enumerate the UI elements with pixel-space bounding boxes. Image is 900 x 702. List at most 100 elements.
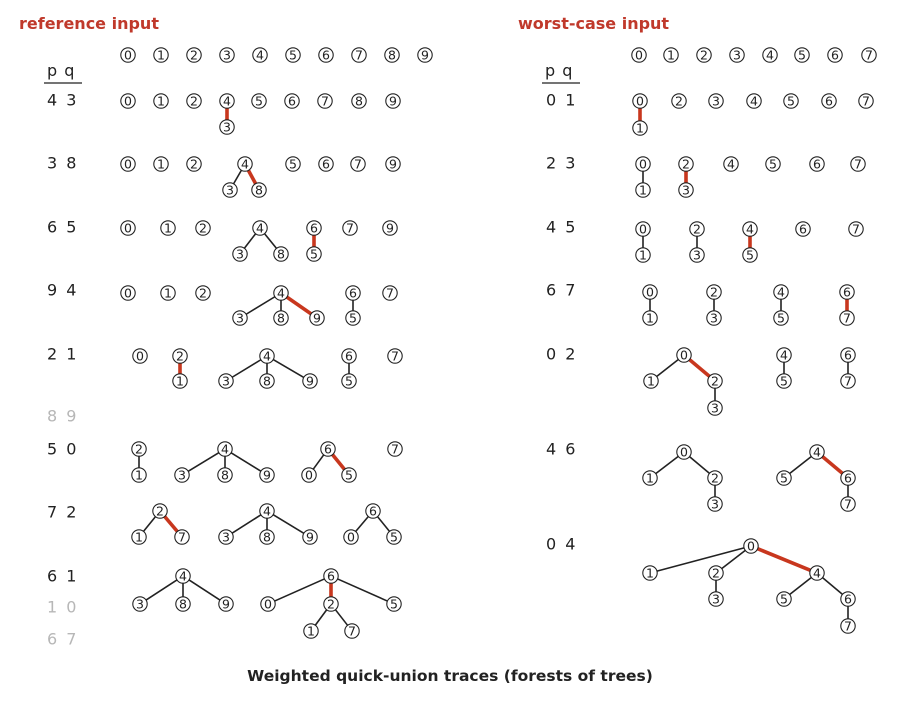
- node-label: 5: [255, 93, 263, 108]
- union-find-node: 8: [251, 182, 267, 198]
- node-circle: [120, 93, 136, 109]
- node-circle: [840, 496, 856, 512]
- node-label: 1: [135, 467, 143, 482]
- node-label: 5: [390, 529, 398, 544]
- union-find-node: 7: [174, 529, 190, 545]
- union-find-node: 3: [232, 310, 248, 326]
- node-circle: [259, 348, 275, 364]
- node-circle: [259, 373, 275, 389]
- node-circle: [260, 596, 276, 612]
- pq-pair-label: 4 5: [546, 218, 577, 237]
- node-label: 3: [712, 93, 720, 108]
- node-label: 0: [264, 596, 272, 611]
- node-label: 3: [136, 596, 144, 611]
- node-label: 5: [798, 47, 806, 62]
- node-label: 0: [639, 156, 647, 171]
- tree-edge: [231, 359, 262, 378]
- node-label: 1: [639, 247, 647, 262]
- union-find-node: 9: [382, 220, 398, 236]
- tree-edge: [822, 577, 843, 595]
- node-label: 0: [680, 347, 688, 362]
- node-circle: [635, 156, 651, 172]
- union-find-node: 7: [382, 285, 398, 301]
- node-circle: [186, 47, 202, 63]
- union-find-node: 0: [120, 93, 136, 109]
- node-label: 6: [327, 568, 335, 583]
- node-circle: [120, 156, 136, 172]
- node-label: 9: [389, 93, 397, 108]
- node-circle: [174, 467, 190, 483]
- node-circle: [861, 47, 877, 63]
- tree-edge: [232, 169, 243, 185]
- node-label: 3: [223, 47, 231, 62]
- union-find-node: 7: [344, 623, 360, 639]
- union-find-node: 3: [708, 591, 724, 607]
- union-find-node: 0: [120, 156, 136, 172]
- node-circle: [643, 373, 659, 389]
- union-find-node: 1: [642, 565, 658, 581]
- union-find-node: 1: [663, 47, 679, 63]
- node-circle: [174, 529, 190, 545]
- pq-pair-label: 0 4: [546, 535, 577, 554]
- node-label: 1: [667, 47, 675, 62]
- union-find-node: 4: [762, 47, 778, 63]
- node-circle: [345, 310, 361, 326]
- node-label: 6: [349, 285, 357, 300]
- union-find-node: 3: [707, 496, 723, 512]
- node-label: 6: [844, 591, 852, 606]
- node-label: 7: [391, 348, 399, 363]
- node-circle: [742, 221, 758, 237]
- union-find-node: 2: [671, 93, 687, 109]
- union-find-node: 2: [186, 93, 202, 109]
- union-find-node: 2: [152, 503, 168, 519]
- node-label: 3: [693, 247, 701, 262]
- union-find-node: 8: [259, 373, 275, 389]
- union-find-node: 7: [848, 221, 864, 237]
- union-find-node: 1: [153, 93, 169, 109]
- union-find-node: 2: [678, 156, 694, 172]
- node-circle: [320, 441, 336, 457]
- union-find-node: 5: [776, 591, 792, 607]
- node-label: 5: [780, 470, 788, 485]
- node-circle: [707, 470, 723, 486]
- node-label: 4: [766, 47, 774, 62]
- node-label: 7: [865, 47, 873, 62]
- union-find-node: 3: [232, 246, 248, 262]
- node-label: 5: [769, 156, 777, 171]
- union-find-node: 1: [642, 470, 658, 486]
- node-label: 9: [313, 310, 321, 325]
- node-label: 1: [157, 47, 165, 62]
- node-circle: [840, 591, 856, 607]
- node-label: 2: [682, 156, 690, 171]
- tree-edge: [312, 454, 325, 470]
- node-circle: [341, 348, 357, 364]
- union-find-node: 4: [773, 284, 789, 300]
- node-label: 3: [682, 182, 690, 197]
- node-label: 3: [236, 310, 244, 325]
- node-circle: [350, 156, 366, 172]
- node-circle: [742, 247, 758, 263]
- union-find-node: 7: [387, 441, 403, 457]
- union-find-node: 9: [218, 596, 234, 612]
- node-label: 4: [750, 93, 758, 108]
- node-circle: [343, 529, 359, 545]
- union-find-node: 5: [345, 310, 361, 326]
- node-circle: [689, 247, 705, 263]
- node-circle: [743, 538, 759, 554]
- union-find-node: 4: [237, 156, 253, 172]
- pq-pair-label: 0 1: [546, 91, 577, 110]
- node-label: 2: [711, 470, 719, 485]
- node-label: 6: [322, 156, 330, 171]
- node-label: 2: [156, 503, 164, 518]
- node-circle: [218, 529, 234, 545]
- node-label: 1: [164, 220, 172, 235]
- tree-edge: [142, 516, 157, 532]
- union-find-node: 2: [707, 373, 723, 389]
- node-label: 7: [862, 93, 870, 108]
- node-label: 5: [289, 156, 297, 171]
- node-circle: [251, 93, 267, 109]
- node-label: 3: [711, 496, 719, 511]
- pq-pair-label: 5 0: [47, 440, 78, 459]
- node-circle: [384, 47, 400, 63]
- node-circle: [218, 596, 234, 612]
